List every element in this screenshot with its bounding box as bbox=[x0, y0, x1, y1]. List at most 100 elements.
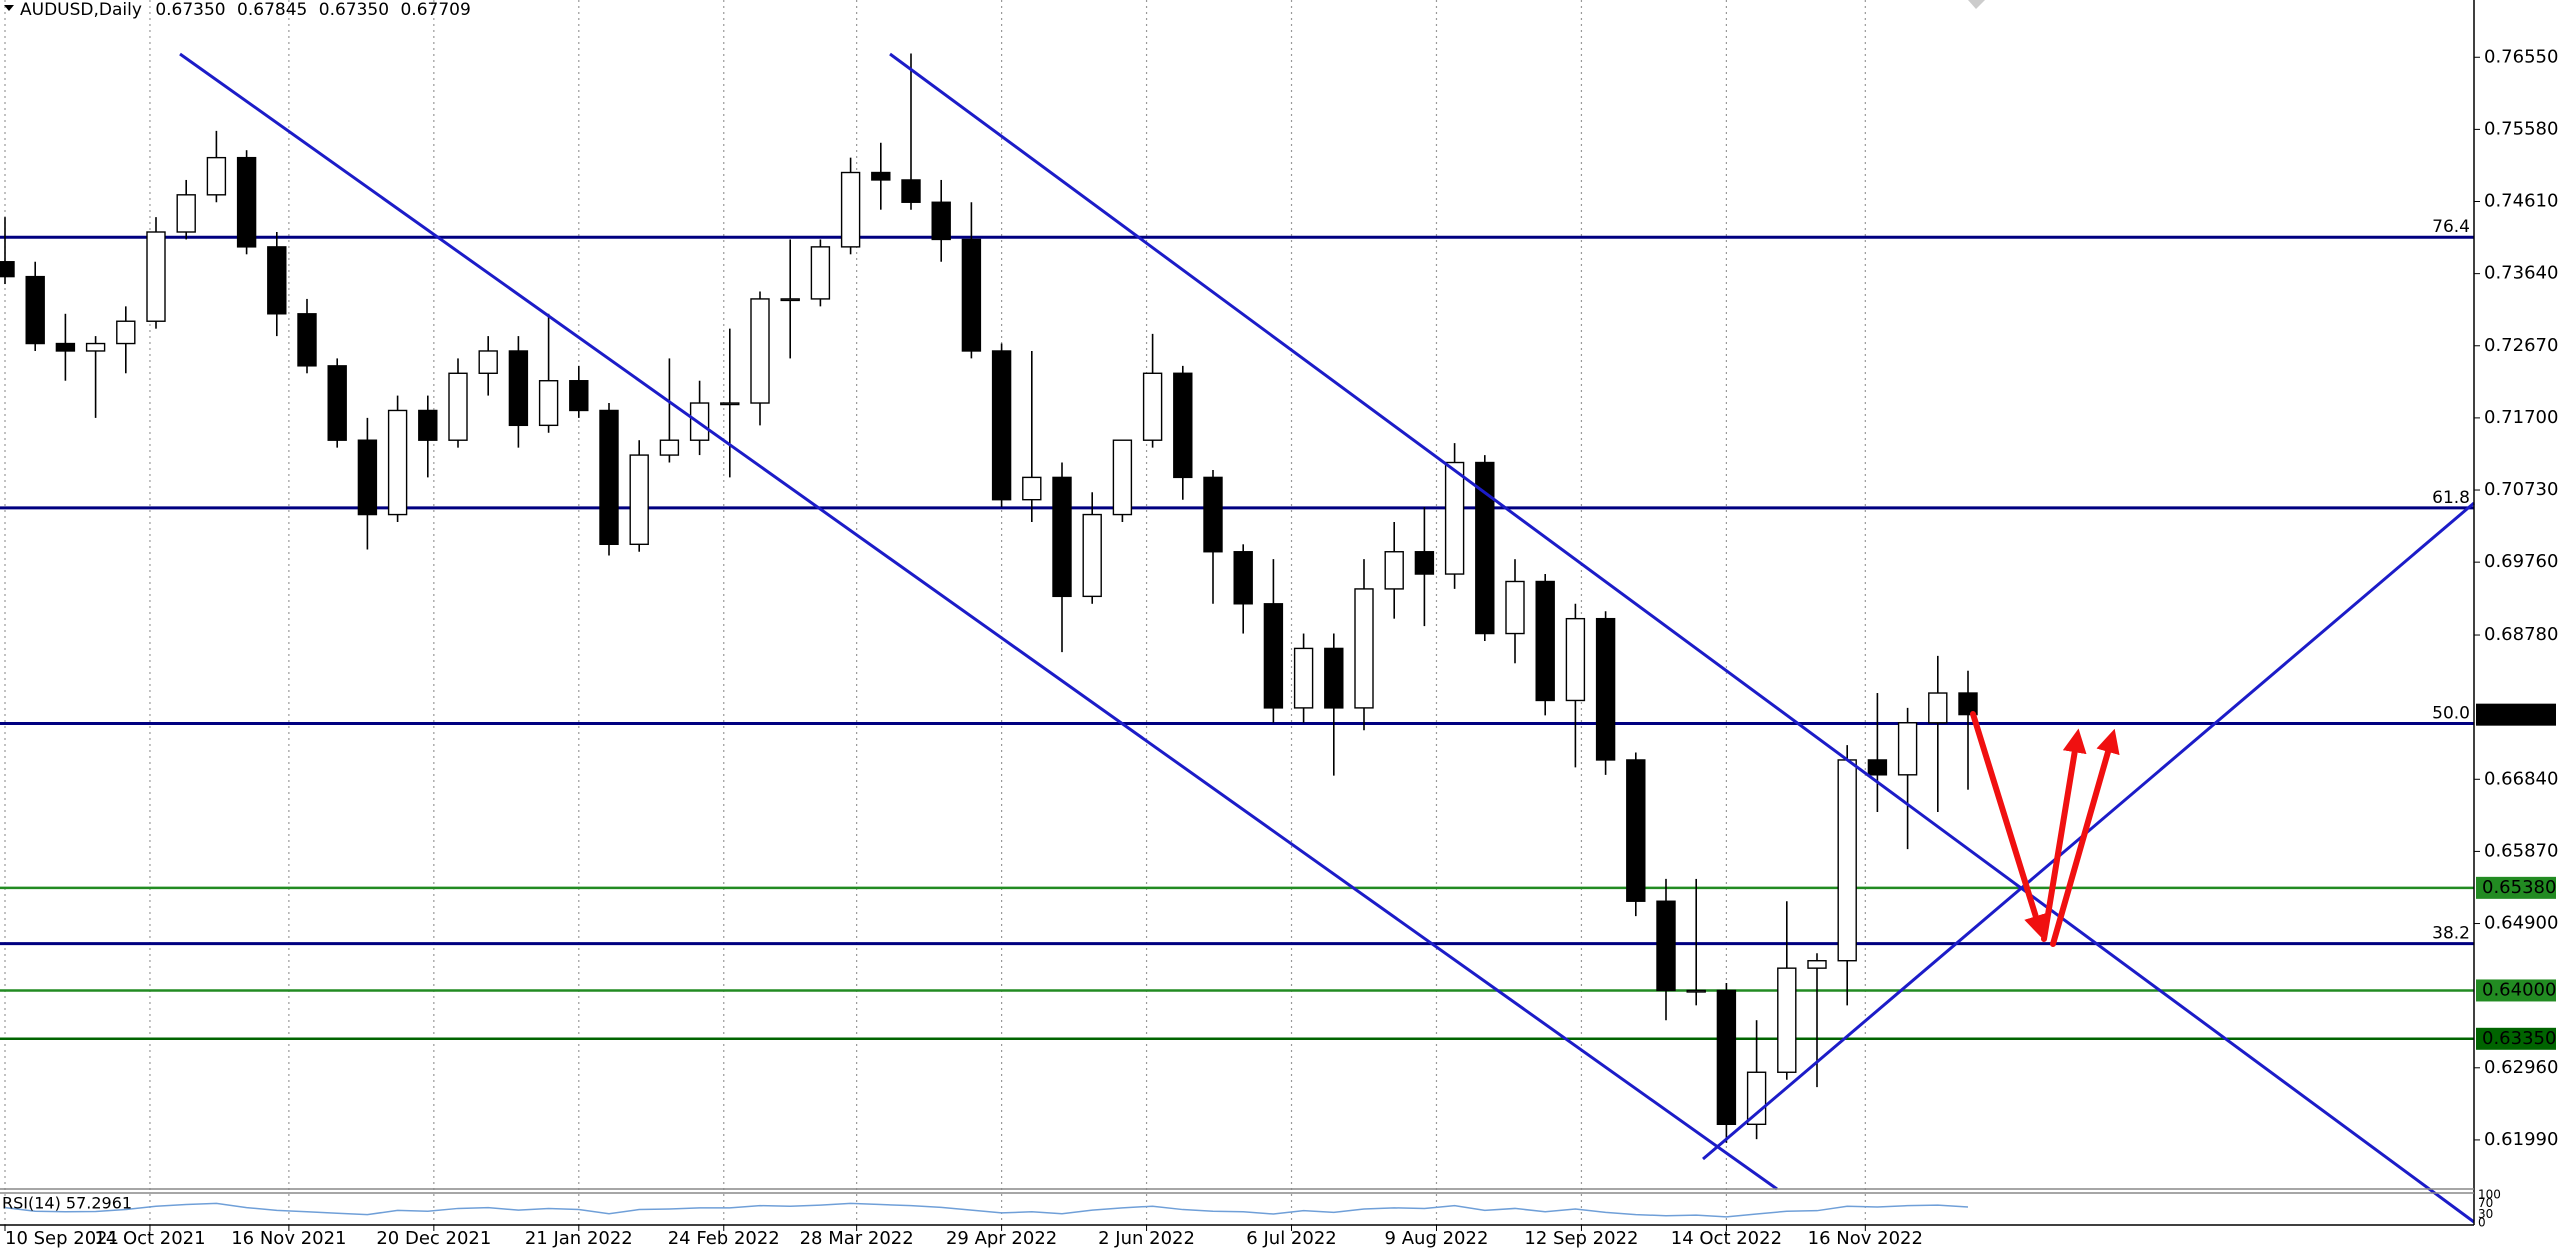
trendline bbox=[889, 52, 2475, 1224]
price-label-box bbox=[2476, 1027, 2556, 1050]
price-label-box bbox=[2476, 876, 2556, 899]
candle-body bbox=[1233, 551, 1253, 605]
trendlines bbox=[179, 52, 2475, 1224]
candle-body bbox=[1807, 960, 1827, 969]
candle-body bbox=[1112, 439, 1133, 516]
candle-body bbox=[1777, 967, 1797, 1073]
y-tick-label: 0.71700 bbox=[2484, 407, 2558, 428]
candle-body bbox=[659, 439, 680, 456]
candle-body bbox=[1293, 647, 1314, 709]
arrow bbox=[2050, 728, 2120, 947]
trendline bbox=[1702, 501, 2475, 1161]
fib-label: 50.0 bbox=[2432, 704, 2470, 724]
candle-body bbox=[267, 246, 287, 315]
candle-body bbox=[810, 246, 831, 300]
candle-body bbox=[1324, 647, 1344, 709]
candle-body bbox=[206, 156, 227, 196]
rsi-title: RSI(14) 57.2961 bbox=[2, 1194, 132, 1213]
candle-body bbox=[478, 350, 498, 374]
candle-body bbox=[1565, 617, 1586, 702]
menu-triangle bbox=[4, 5, 14, 11]
fib-label: 61.8 bbox=[2432, 488, 2470, 508]
forecast-arrows bbox=[1970, 711, 2120, 947]
y-tick-label: 0.68780 bbox=[2484, 624, 2558, 645]
candle-body bbox=[297, 313, 317, 367]
candle-body bbox=[1203, 476, 1223, 553]
x-tick-label: 16 Nov 2021 bbox=[231, 1228, 346, 1249]
y-tick-label: 0.62960 bbox=[2484, 1057, 2558, 1078]
x-tick-label: 28 Mar 2022 bbox=[800, 1228, 914, 1249]
candle-body bbox=[1595, 617, 1616, 761]
candle-body bbox=[871, 171, 891, 181]
x-tick-label: 20 Dec 2021 bbox=[376, 1228, 491, 1249]
y-tick-label: 0.72670 bbox=[2484, 335, 2558, 356]
candle-body bbox=[1928, 692, 1948, 724]
candle-body bbox=[720, 402, 740, 406]
y-tick-label: 0.65870 bbox=[2484, 840, 2558, 861]
x-tick-label: 21 Jan 2022 bbox=[525, 1228, 633, 1249]
x-tick-label: 14 Oct 2021 bbox=[94, 1228, 205, 1249]
x-tick-label: 29 Apr 2022 bbox=[946, 1228, 1057, 1249]
y-tick-label: 0.69760 bbox=[2484, 551, 2558, 572]
shift-marker bbox=[1968, 0, 1985, 9]
candle-body bbox=[1142, 372, 1163, 441]
candle-body bbox=[1656, 900, 1676, 992]
chart-header: AUDUSD,Daily 0.67350 0.67845 0.67350 0.6… bbox=[20, 0, 471, 20]
candle-body bbox=[1535, 580, 1555, 702]
y-tick-label: 0.64900 bbox=[2484, 913, 2558, 934]
candle-body bbox=[1958, 692, 1978, 716]
candle-body bbox=[1022, 476, 1042, 501]
candle-body bbox=[780, 298, 800, 302]
x-tick-label: 14 Oct 2022 bbox=[1671, 1228, 1782, 1249]
arrow bbox=[2041, 728, 2087, 942]
rsi-tick-label: 30 bbox=[2478, 1207, 2493, 1221]
candle-body bbox=[1173, 372, 1193, 479]
candle-body bbox=[1414, 551, 1435, 575]
candle-body bbox=[357, 439, 378, 516]
x-tick-label: 6 Jul 2022 bbox=[1246, 1228, 1336, 1249]
last-price-box bbox=[2476, 703, 2556, 726]
candle-body bbox=[1867, 759, 1888, 776]
candle-body bbox=[840, 171, 861, 248]
candle-body bbox=[85, 342, 106, 352]
rsi-line bbox=[4, 1202, 1969, 1218]
ohlc-value: 0.67350 bbox=[319, 0, 389, 20]
price-label: 0.65380 bbox=[2482, 877, 2556, 898]
candle-body bbox=[961, 238, 982, 352]
x-tick-label: 10 Sep 2021 bbox=[5, 1228, 119, 1249]
candle-body bbox=[1354, 588, 1374, 709]
x-tick-label: 12 Sep 2022 bbox=[1524, 1228, 1638, 1249]
grid bbox=[4, 0, 1866, 1225]
price-label-box bbox=[2476, 979, 2556, 1002]
candle-body bbox=[750, 298, 770, 404]
candle-body bbox=[1686, 989, 1706, 993]
y-tick-label: 0.66840 bbox=[2484, 768, 2558, 789]
candle-body bbox=[1716, 989, 1737, 1126]
candle-body bbox=[327, 365, 347, 441]
y-tick-label: 0.75580 bbox=[2484, 118, 2558, 139]
candle-body bbox=[1505, 580, 1525, 635]
candle-body bbox=[538, 380, 559, 427]
x-tick-label: 16 Nov 2022 bbox=[1808, 1228, 1923, 1249]
candle-body bbox=[236, 156, 257, 248]
candle-body bbox=[176, 194, 196, 233]
candle-body bbox=[599, 409, 619, 546]
candle-body bbox=[1444, 461, 1465, 575]
candle-body bbox=[55, 342, 76, 352]
symbol: AUDUSD,Daily bbox=[20, 0, 142, 20]
trendline bbox=[179, 52, 1778, 1191]
last-price-label: 0.67709 bbox=[2482, 704, 2556, 725]
candle-body bbox=[931, 201, 951, 241]
candle-body bbox=[146, 231, 166, 322]
candle-body bbox=[448, 372, 468, 441]
y-tick-label: 0.61990 bbox=[2484, 1129, 2558, 1150]
candle-body bbox=[1475, 461, 1495, 635]
x-tick-label: 2 Jun 2022 bbox=[1098, 1228, 1195, 1249]
candle-body bbox=[629, 454, 649, 546]
candle-body bbox=[901, 179, 921, 203]
candle-body bbox=[508, 350, 529, 427]
x-tick-label: 9 Aug 2022 bbox=[1385, 1228, 1489, 1249]
